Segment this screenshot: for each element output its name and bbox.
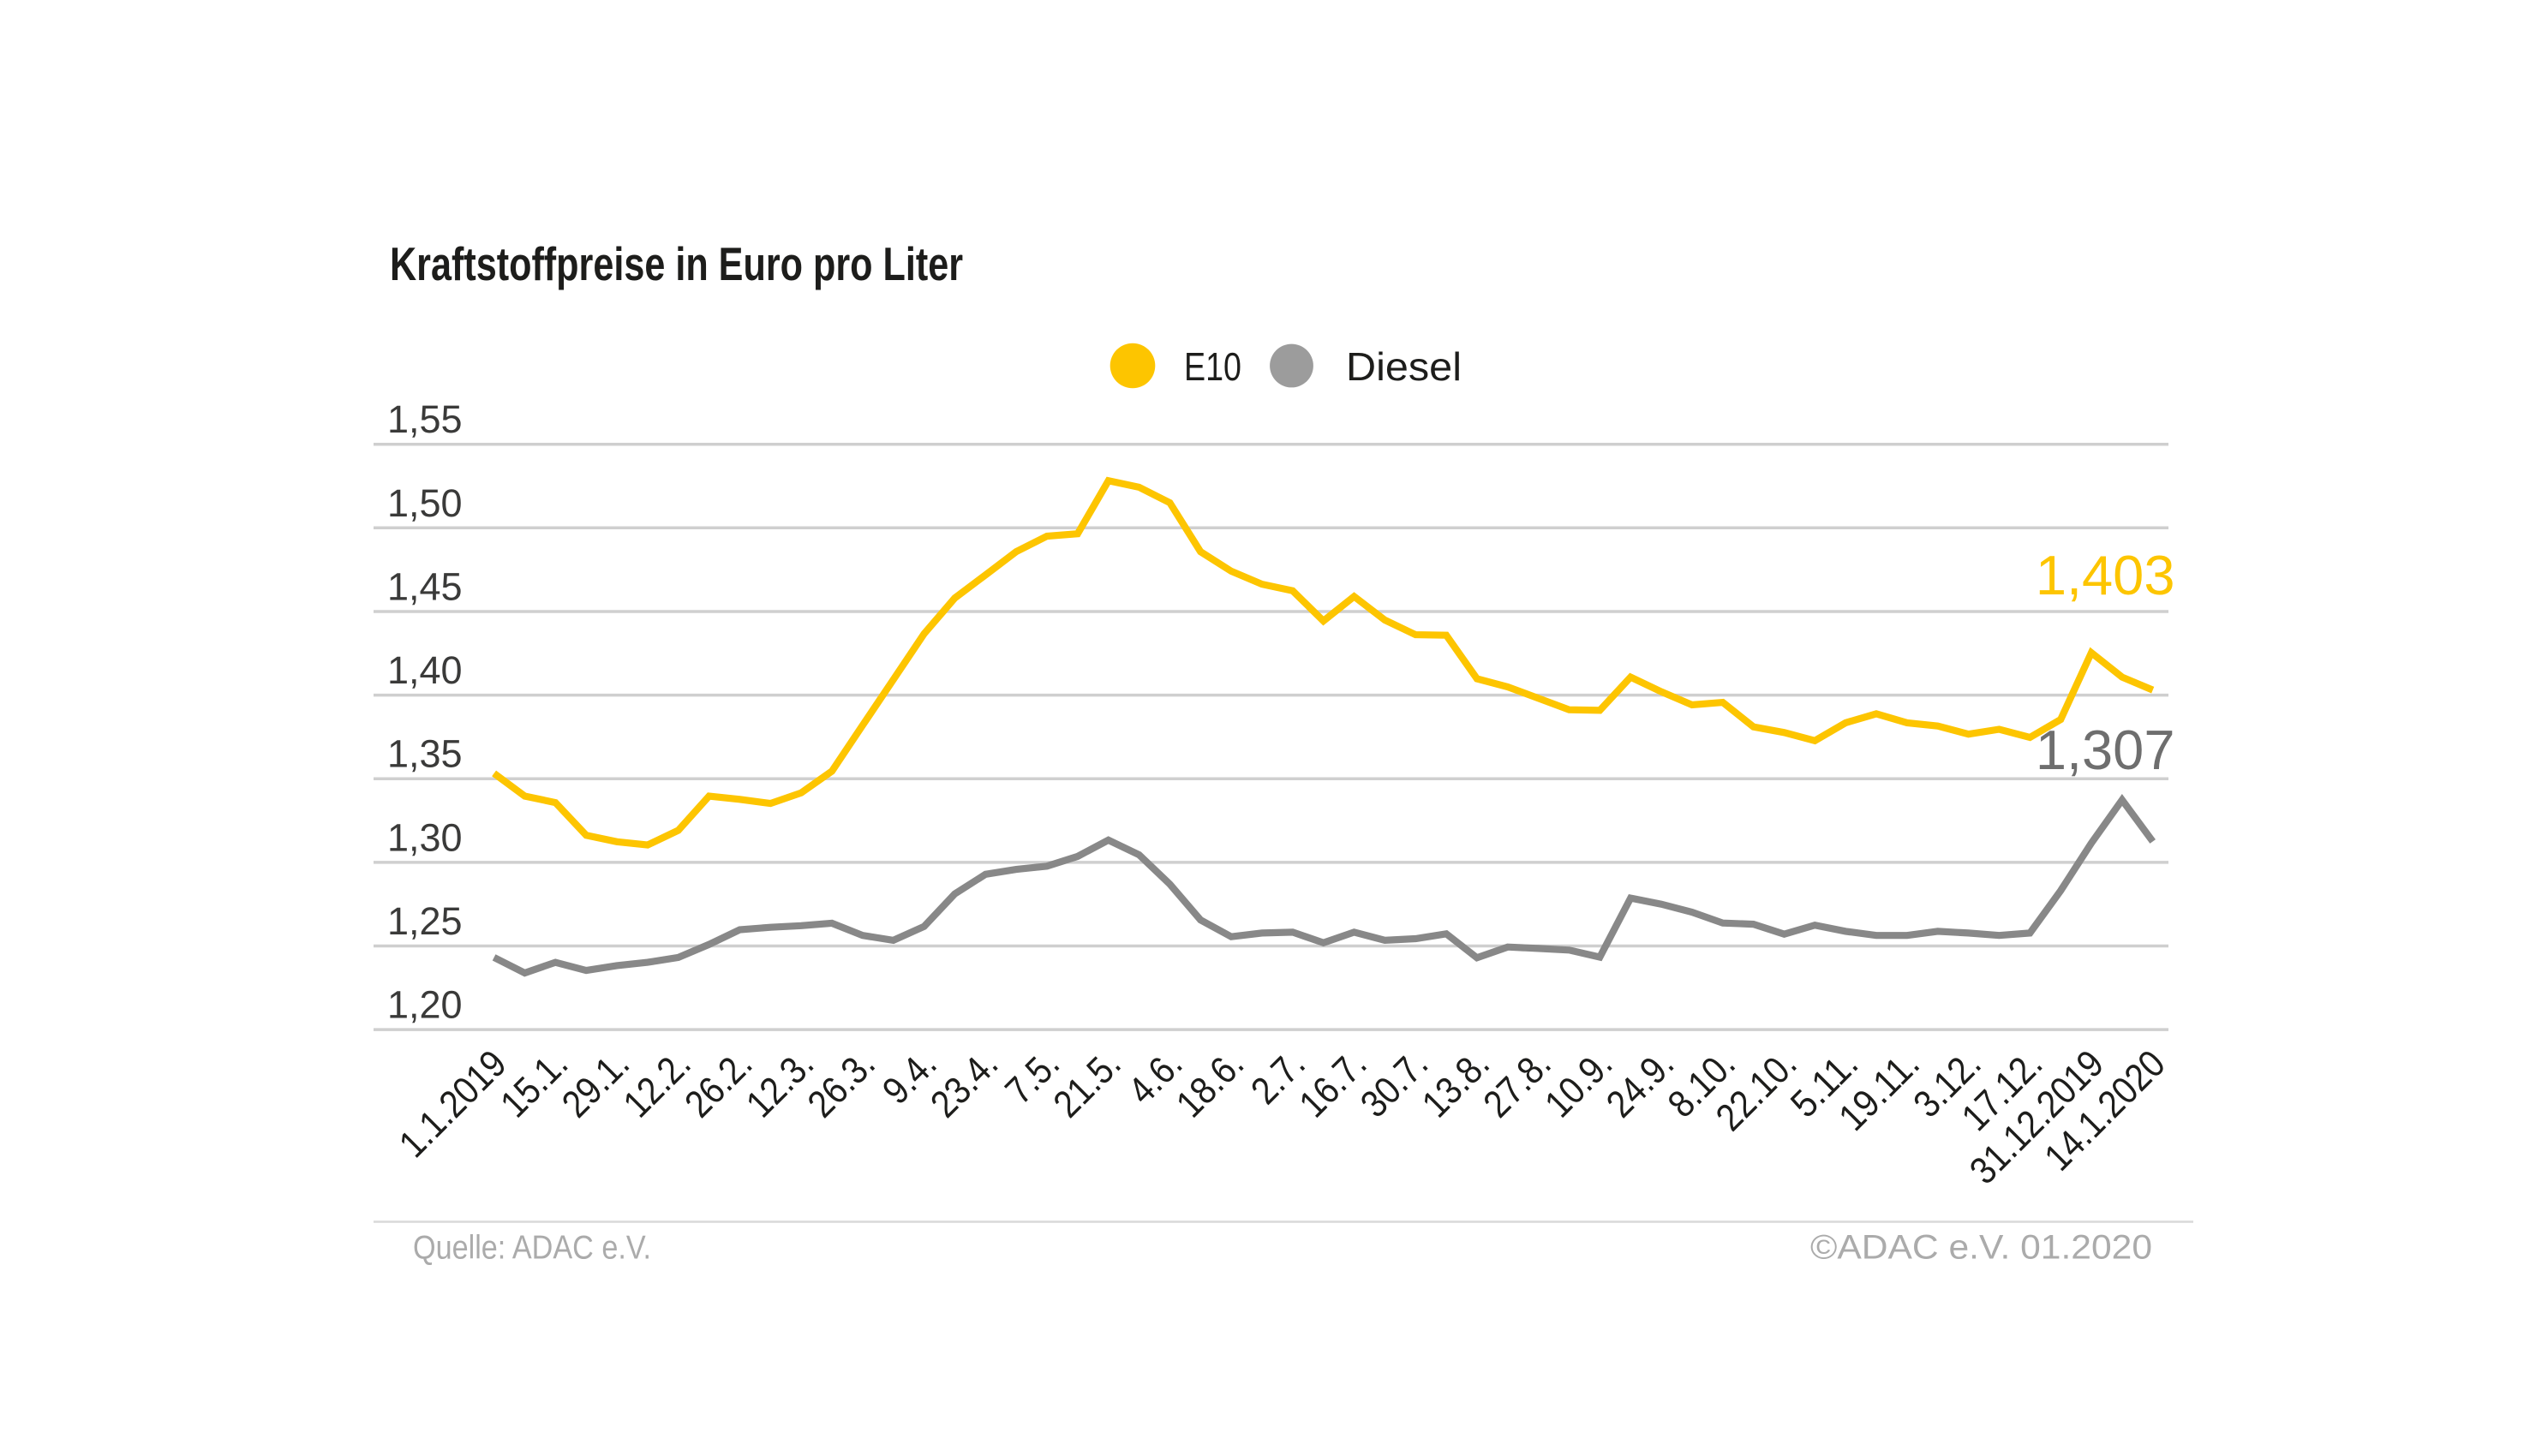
svg-text:1,30: 1,30	[387, 815, 463, 859]
svg-text:1,40: 1,40	[387, 648, 463, 692]
svg-text:1,403: 1,403	[2036, 544, 2175, 606]
svg-text:1,35: 1,35	[387, 732, 463, 776]
svg-text:1,25: 1,25	[387, 899, 463, 943]
svg-text:Quelle: ADAC e.V.: Quelle: ADAC e.V.	[413, 1230, 651, 1267]
svg-text:Kraftstoffpreise in Euro pro L: Kraftstoffpreise in Euro pro Liter	[390, 237, 963, 290]
svg-text:©ADAC e.V. 01.2020: ©ADAC e.V. 01.2020	[1810, 1229, 2152, 1267]
svg-text:E10: E10	[1184, 344, 1241, 389]
svg-text:1,45: 1,45	[387, 565, 463, 609]
svg-text:1,55: 1,55	[387, 397, 463, 441]
svg-text:1,307: 1,307	[2036, 719, 2175, 781]
svg-text:1,50: 1,50	[387, 481, 463, 525]
svg-text:1,20: 1,20	[387, 983, 463, 1027]
svg-text:Diesel: Diesel	[1346, 344, 1462, 389]
